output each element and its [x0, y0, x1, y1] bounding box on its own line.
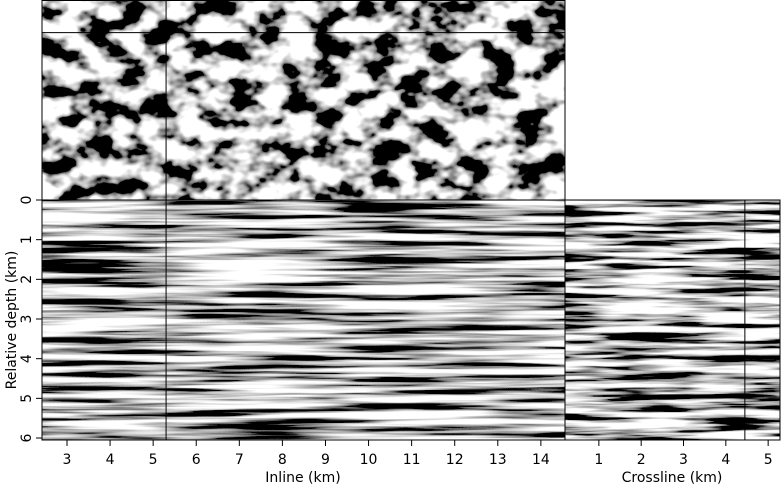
crossline-frame — [564, 199, 781, 441]
x-tick-label: 12 — [446, 452, 464, 468]
y-tick-label: 1 — [19, 235, 35, 244]
x-tick-label: 14 — [532, 452, 550, 468]
y-tick-label: 4 — [19, 354, 35, 363]
x-tick-label: 4 — [721, 452, 730, 468]
x-tick-label: 8 — [278, 452, 287, 468]
x-tick-label: 11 — [403, 452, 421, 468]
y-tick-label: 2 — [19, 275, 35, 284]
y-tick-label: 3 — [19, 315, 35, 324]
x-tick-label: 3 — [63, 452, 72, 468]
x-tick-label: 5 — [764, 452, 773, 468]
y-tick-label: 6 — [19, 433, 35, 442]
x-tick-label: 1 — [594, 452, 603, 468]
crossline-axis-label: Crossline (km) — [622, 470, 723, 486]
x-tick-label: 6 — [192, 452, 201, 468]
x-tick-label: 7 — [235, 452, 244, 468]
x-tick-label: 9 — [321, 452, 330, 468]
x-tick-label: 4 — [106, 452, 115, 468]
x-tick-label: 2 — [637, 452, 646, 468]
x-tick-label: 5 — [149, 452, 158, 468]
y-tick-label: 5 — [19, 394, 35, 403]
x-tick-label: 3 — [679, 452, 688, 468]
depth-slice — [42, 0, 565, 200]
crossline-section — [565, 200, 780, 440]
y-axis-label: Relative depth (km) — [4, 251, 20, 390]
x-tick-label: 10 — [360, 452, 378, 468]
x-tick-label: 13 — [489, 452, 507, 468]
y-tick-label: 0 — [19, 196, 35, 205]
inline-axis-label: Inline (km) — [265, 470, 340, 486]
inline-section — [42, 200, 565, 440]
